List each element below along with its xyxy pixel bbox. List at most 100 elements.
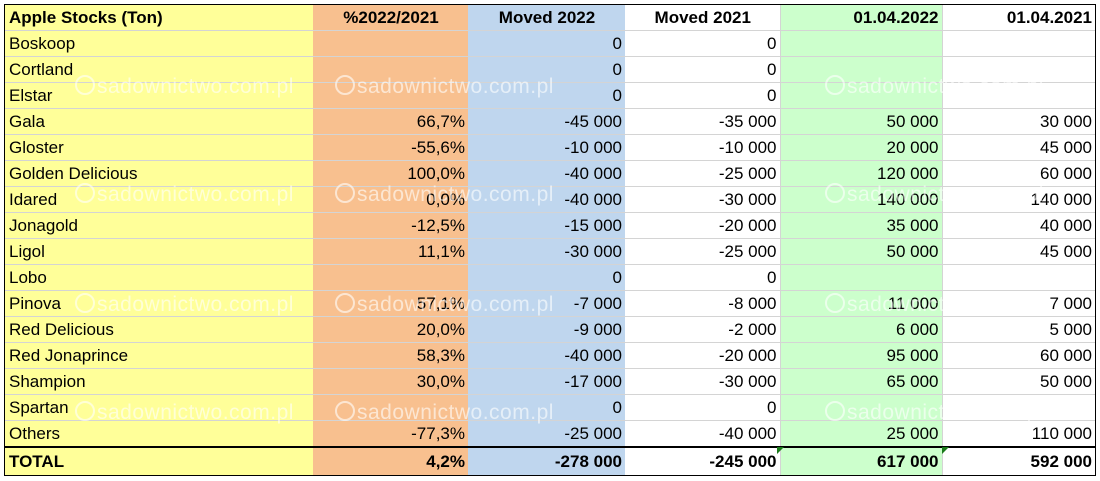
cell-variety[interactable]: Gala: [5, 108, 313, 136]
cell-stock-2021[interactable]: 60 000: [941, 160, 1095, 188]
cell-moved-2021[interactable]: -20 000: [625, 342, 781, 370]
cell-percent-change[interactable]: [313, 394, 468, 422]
cell-stock-2022[interactable]: 120 000: [780, 160, 942, 188]
total-moved-2022[interactable]: -278 000: [468, 446, 625, 475]
cell-stock-2021[interactable]: [941, 82, 1095, 110]
cell-stock-2022[interactable]: 50 000: [780, 238, 942, 266]
cell-moved-2022[interactable]: -25 000: [468, 420, 625, 448]
cell-variety[interactable]: Red Jonaprince: [5, 342, 313, 370]
cell-stock-2022[interactable]: 25 000: [780, 420, 942, 448]
cell-variety[interactable]: Pinova: [5, 290, 313, 318]
cell-stock-2022[interactable]: 140 000: [780, 186, 942, 214]
header-stock-2022[interactable]: 01.04.2022: [780, 5, 942, 32]
cell-variety[interactable]: Cortland: [5, 56, 313, 84]
total-label[interactable]: TOTAL: [5, 446, 313, 475]
cell-moved-2022[interactable]: -40 000: [468, 160, 625, 188]
cell-variety[interactable]: Idared: [5, 186, 313, 214]
cell-percent-change[interactable]: 20,0%: [313, 316, 468, 344]
cell-moved-2021[interactable]: -25 000: [625, 238, 781, 266]
cell-stock-2021[interactable]: 30 000: [941, 108, 1095, 136]
cell-stock-2022[interactable]: 20 000: [780, 134, 942, 162]
cell-moved-2021[interactable]: -2 000: [625, 316, 781, 344]
cell-moved-2022[interactable]: -17 000: [468, 368, 625, 396]
cell-variety[interactable]: Spartan: [5, 394, 313, 422]
cell-stock-2022[interactable]: [780, 56, 942, 84]
cell-moved-2022[interactable]: -45 000: [468, 108, 625, 136]
cell-moved-2021[interactable]: 0: [625, 82, 781, 110]
cell-stock-2022[interactable]: [780, 394, 942, 422]
cell-stock-2022[interactable]: 65 000: [780, 368, 942, 396]
cell-stock-2021[interactable]: 60 000: [941, 342, 1095, 370]
cell-stock-2021[interactable]: 50 000: [941, 368, 1095, 396]
cell-variety[interactable]: Red Delicious: [5, 316, 313, 344]
cell-variety[interactable]: Jonagold: [5, 212, 313, 240]
cell-percent-change[interactable]: 66,7%: [313, 108, 468, 136]
header-moved-2022[interactable]: Moved 2022: [468, 5, 625, 32]
total-stock-2022[interactable]: 617 000: [780, 446, 942, 475]
cell-moved-2021[interactable]: -20 000: [625, 212, 781, 240]
cell-moved-2022[interactable]: 0: [468, 264, 625, 292]
cell-stock-2022[interactable]: [780, 30, 942, 58]
cell-moved-2022[interactable]: 0: [468, 56, 625, 84]
cell-stock-2021[interactable]: 140 000: [941, 186, 1095, 214]
cell-moved-2021[interactable]: 0: [625, 56, 781, 84]
cell-percent-change[interactable]: [313, 82, 468, 110]
total-stock-2021[interactable]: 592 000: [941, 446, 1095, 475]
cell-moved-2022[interactable]: -7 000: [468, 290, 625, 318]
cell-percent-change[interactable]: -55,6%: [313, 134, 468, 162]
cell-percent-change[interactable]: -12,5%: [313, 212, 468, 240]
cell-stock-2021[interactable]: [941, 394, 1095, 422]
cell-moved-2021[interactable]: -35 000: [625, 108, 781, 136]
cell-stock-2021[interactable]: [941, 30, 1095, 58]
total-percent-change[interactable]: 4,2%: [313, 446, 468, 475]
cell-moved-2022[interactable]: -40 000: [468, 342, 625, 370]
cell-stock-2021[interactable]: 40 000: [941, 212, 1095, 240]
cell-moved-2022[interactable]: 0: [468, 82, 625, 110]
cell-moved-2021[interactable]: -30 000: [625, 368, 781, 396]
header-moved-2021[interactable]: Moved 2021: [625, 5, 781, 32]
cell-moved-2021[interactable]: 0: [625, 264, 781, 292]
cell-stock-2021[interactable]: 7 000: [941, 290, 1095, 318]
header-percent-change[interactable]: %2022/2021: [313, 5, 468, 32]
cell-moved-2022[interactable]: -9 000: [468, 316, 625, 344]
cell-variety[interactable]: Others: [5, 420, 313, 448]
cell-stock-2022[interactable]: 11 000: [780, 290, 942, 318]
cell-moved-2021[interactable]: -10 000: [625, 134, 781, 162]
cell-moved-2021[interactable]: -40 000: [625, 420, 781, 448]
cell-moved-2021[interactable]: 0: [625, 394, 781, 422]
cell-moved-2021[interactable]: -25 000: [625, 160, 781, 188]
cell-moved-2022[interactable]: 0: [468, 30, 625, 58]
cell-variety[interactable]: Gloster: [5, 134, 313, 162]
cell-percent-change[interactable]: 57,1%: [313, 290, 468, 318]
cell-variety[interactable]: Lobo: [5, 264, 313, 292]
cell-stock-2022[interactable]: 50 000: [780, 108, 942, 136]
cell-stock-2021[interactable]: 45 000: [941, 238, 1095, 266]
cell-moved-2022[interactable]: -30 000: [468, 238, 625, 266]
cell-percent-change[interactable]: -77,3%: [313, 420, 468, 448]
cell-stock-2021[interactable]: [941, 56, 1095, 84]
cell-moved-2021[interactable]: -8 000: [625, 290, 781, 318]
cell-moved-2022[interactable]: -40 000: [468, 186, 625, 214]
cell-variety[interactable]: Golden Delicious: [5, 160, 313, 188]
total-moved-2021[interactable]: -245 000: [625, 446, 781, 475]
cell-stock-2022[interactable]: [780, 82, 942, 110]
cell-percent-change[interactable]: 100,0%: [313, 160, 468, 188]
cell-percent-change[interactable]: [313, 30, 468, 58]
cell-stock-2022[interactable]: 6 000: [780, 316, 942, 344]
cell-stock-2021[interactable]: 45 000: [941, 134, 1095, 162]
cell-stock-2021[interactable]: [941, 264, 1095, 292]
cell-variety[interactable]: Ligol: [5, 238, 313, 266]
cell-stock-2022[interactable]: 35 000: [780, 212, 942, 240]
cell-stock-2021[interactable]: 5 000: [941, 316, 1095, 344]
cell-moved-2021[interactable]: -30 000: [625, 186, 781, 214]
cell-stock-2022[interactable]: [780, 264, 942, 292]
cell-percent-change[interactable]: 30,0%: [313, 368, 468, 396]
cell-percent-change[interactable]: [313, 264, 468, 292]
cell-percent-change[interactable]: 58,3%: [313, 342, 468, 370]
cell-percent-change[interactable]: [313, 56, 468, 84]
header-variety[interactable]: Apple Stocks (Ton): [5, 5, 313, 32]
cell-stock-2021[interactable]: 110 000: [941, 420, 1095, 448]
header-stock-2021[interactable]: 01.04.2021: [941, 5, 1095, 32]
cell-variety[interactable]: Shampion: [5, 368, 313, 396]
cell-moved-2022[interactable]: -10 000: [468, 134, 625, 162]
